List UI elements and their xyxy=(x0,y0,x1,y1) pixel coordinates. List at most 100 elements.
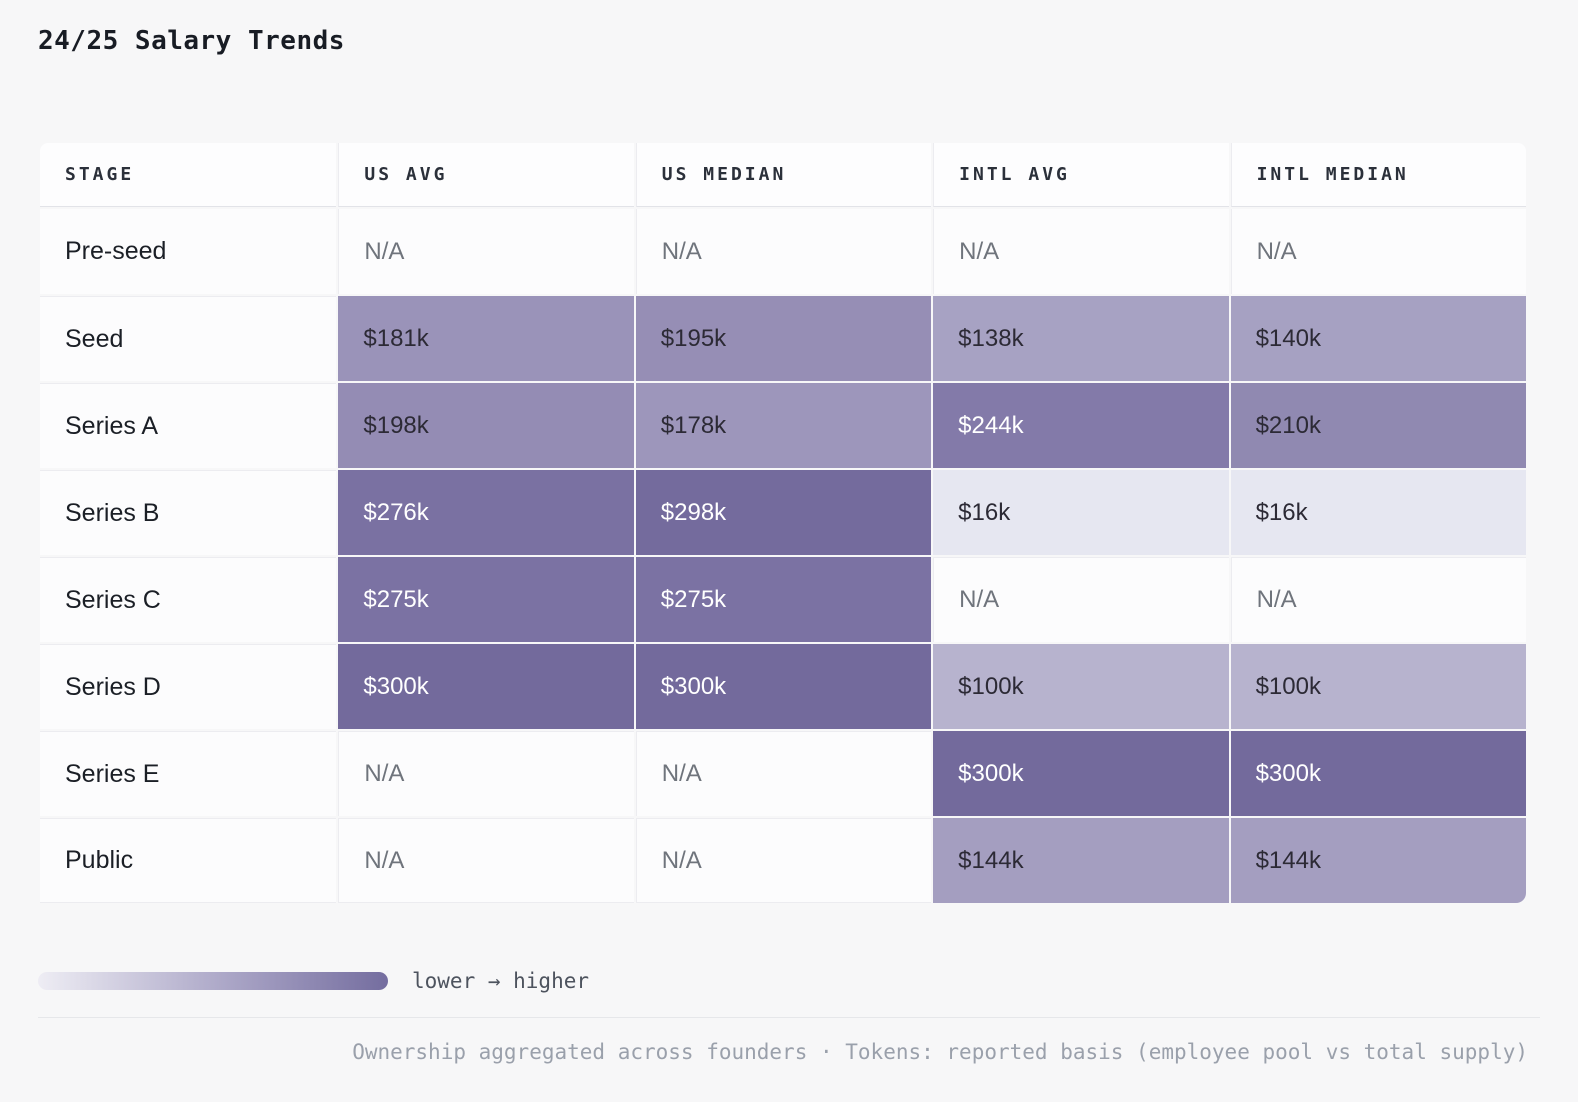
column-header-intl-avg: INTL AVG xyxy=(933,143,1229,207)
column-header-label: INTL AVG xyxy=(959,164,1070,185)
column-header-label: INTL MEDIAN xyxy=(1256,164,1409,185)
stage-label: Series C xyxy=(65,585,161,614)
table-row: Seed $181k $195k $138k $140k xyxy=(40,296,1526,381)
cell-value: N/A xyxy=(364,760,405,787)
value-cell-us-avg: N/A xyxy=(338,209,634,294)
page-title: 24/25 Salary Trends xyxy=(38,26,345,56)
cell-value: N/A xyxy=(661,237,702,265)
cell-value: $16k xyxy=(958,498,1011,526)
value-cell-us-median: $178k xyxy=(635,383,932,468)
cell-value: N/A xyxy=(959,586,1000,613)
cell-value: $144k xyxy=(1255,846,1321,874)
column-header-intl-median: INTL MEDIAN xyxy=(1230,143,1526,207)
cell-value: N/A xyxy=(661,760,702,787)
column-header-label: STAGE xyxy=(65,164,135,185)
cell-value: $144k xyxy=(958,846,1024,874)
cell-value: $195k xyxy=(660,324,727,352)
value-cell-intl-avg: $16k xyxy=(933,470,1229,555)
cell-value: $100k xyxy=(958,672,1024,700)
cell-value: $181k xyxy=(363,324,429,352)
table-row: Pre-seed N/A N/A N/A N/A xyxy=(40,209,1526,294)
value-cell-us-median: $298k xyxy=(635,470,932,555)
value-cell-intl-avg: $138k xyxy=(933,296,1229,381)
heat-legend: lower → higher xyxy=(38,969,1540,993)
stage-cell: Series C xyxy=(40,557,337,642)
table-row: Series B $276k $298k $16k $16k xyxy=(40,470,1526,555)
cell-value: N/A xyxy=(1256,586,1297,613)
stage-cell: Pre-seed xyxy=(40,209,337,294)
stage-label: Seed xyxy=(65,324,124,353)
value-cell-intl-median: $140k xyxy=(1230,296,1526,381)
stage-cell: Seed xyxy=(40,296,337,381)
gradient-scale-bar xyxy=(38,972,388,990)
value-cell-us-median: $195k xyxy=(635,296,932,381)
value-cell-intl-median: $300k xyxy=(1230,731,1526,816)
stage-label: Public xyxy=(65,846,134,874)
value-cell-intl-avg: N/A xyxy=(933,557,1229,642)
salary-trends-report: 24/25 Salary Trends STAGE US AVG US MEDI… xyxy=(38,26,1540,1064)
stage-cell: Series E xyxy=(40,731,337,816)
value-cell-intl-median: N/A xyxy=(1230,209,1526,294)
column-header-us-median: US MEDIAN xyxy=(635,143,932,207)
cell-value: N/A xyxy=(1256,237,1297,265)
value-cell-us-avg: $181k xyxy=(338,296,634,381)
value-cell-us-avg: N/A xyxy=(338,818,634,903)
value-cell-us-median: $275k xyxy=(635,557,932,642)
cell-value: $244k xyxy=(958,411,1024,439)
value-cell-intl-median: $144k xyxy=(1230,818,1526,903)
stage-label: Pre-seed xyxy=(65,237,167,265)
stage-label: Series E xyxy=(65,759,160,788)
table-body: Pre-seed N/A N/A N/A N/A Seed $181k $195… xyxy=(40,209,1526,903)
value-cell-us-avg: $198k xyxy=(338,383,634,468)
stage-label: Series A xyxy=(65,411,159,440)
table-row: Series A $198k $178k $244k $210k xyxy=(40,383,1526,468)
cell-value: $300k xyxy=(660,672,727,700)
value-cell-intl-median: $100k xyxy=(1230,644,1526,729)
value-cell-us-avg: $275k xyxy=(338,557,634,642)
cell-value: $16k xyxy=(1255,498,1308,526)
column-header-label: US MEDIAN xyxy=(661,164,787,185)
footer-note: Ownership aggregated across founders · T… xyxy=(352,1040,1528,1064)
cell-value: $210k xyxy=(1255,411,1321,439)
value-cell-us-avg: $276k xyxy=(338,470,634,555)
value-cell-intl-avg: N/A xyxy=(933,209,1229,294)
cell-value: $300k xyxy=(958,759,1024,787)
value-cell-intl-median: N/A xyxy=(1230,557,1526,642)
legend-label: lower → higher xyxy=(412,969,590,993)
cell-value: N/A xyxy=(959,237,1000,265)
stage-cell: Series B xyxy=(40,470,337,555)
value-cell-us-avg: N/A xyxy=(338,731,634,816)
value-cell-us-median: N/A xyxy=(635,209,932,294)
cell-value: $178k xyxy=(660,411,727,439)
value-cell-intl-median: $16k xyxy=(1230,470,1526,555)
cell-value: $275k xyxy=(363,585,429,613)
footer-divider xyxy=(38,1017,1540,1018)
stage-cell: Series D xyxy=(40,644,337,729)
table-row: Public N/A N/A $144k $144k xyxy=(40,818,1526,903)
cell-value: $300k xyxy=(363,672,429,700)
cell-value: N/A xyxy=(661,846,702,874)
value-cell-intl-avg: $144k xyxy=(933,818,1229,903)
salary-heatmap-table: STAGE US AVG US MEDIAN INTL AVG INTL MED… xyxy=(38,141,1528,905)
cell-value: $100k xyxy=(1255,672,1321,700)
stage-cell: Series A xyxy=(40,383,337,468)
stage-label: Series D xyxy=(65,672,161,701)
cell-value: $300k xyxy=(1255,759,1321,787)
value-cell-us-median: N/A xyxy=(635,731,932,816)
column-header-us-avg: US AVG xyxy=(338,143,634,207)
table-row: Series E N/A N/A $300k $300k xyxy=(40,731,1526,816)
cell-value: $276k xyxy=(363,498,429,526)
cell-value: N/A xyxy=(364,846,405,874)
stage-label: Series B xyxy=(65,498,160,527)
cell-value: $138k xyxy=(958,324,1024,352)
column-header-stage: STAGE xyxy=(40,143,337,207)
cell-value: $140k xyxy=(1255,324,1321,352)
table-row: Series C $275k $275k N/A N/A xyxy=(40,557,1526,642)
cell-value: N/A xyxy=(364,237,405,265)
column-header-label: US AVG xyxy=(364,164,448,185)
cell-value: $275k xyxy=(660,585,727,613)
cell-value: $298k xyxy=(660,498,727,526)
value-cell-intl-avg: $100k xyxy=(933,644,1229,729)
value-cell-intl-avg: $244k xyxy=(933,383,1229,468)
value-cell-intl-avg: $300k xyxy=(933,731,1229,816)
